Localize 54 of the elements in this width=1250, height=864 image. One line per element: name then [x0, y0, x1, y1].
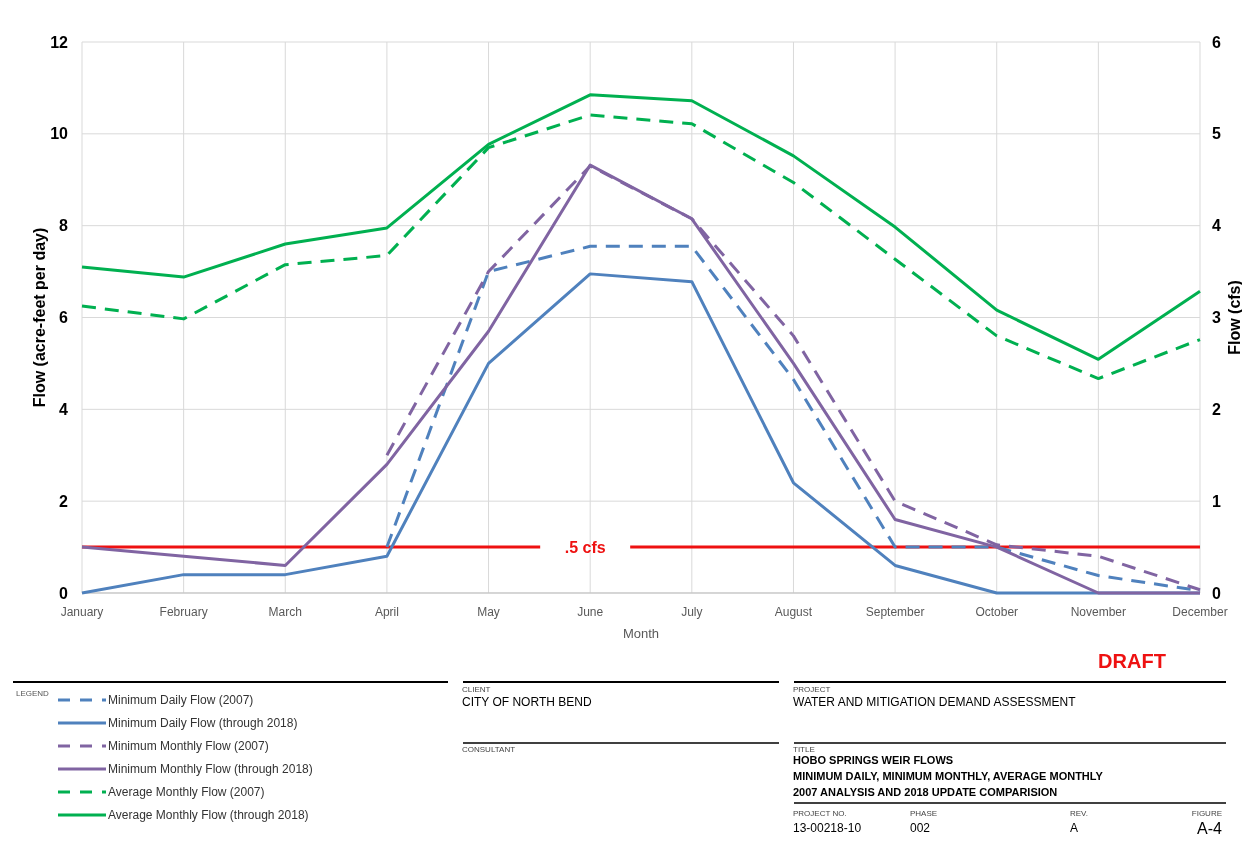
y2-tick-label: 5: [1212, 125, 1221, 143]
y-tick-label: 8: [59, 217, 69, 235]
y2-tick-label: 2: [1212, 400, 1221, 418]
text: A: [1070, 821, 1079, 835]
y2-tick-label: 0: [1212, 584, 1221, 602]
text: CLIENT: [462, 685, 491, 694]
text: HOBO SPRINGS WEIR FLOWS: [793, 754, 954, 766]
y-tick-label: 6: [59, 309, 69, 327]
x-tick-label: April: [374, 605, 399, 619]
x-tick-label: August: [774, 605, 813, 619]
text: DRAFT: [1098, 650, 1166, 672]
x-tick-label: September: [865, 605, 925, 619]
y2-tick-label: 3: [1212, 309, 1221, 327]
y-tick-label: 4: [59, 400, 69, 418]
text: MINIMUM DAILY, MINIMUM MONTHLY, AVERAGE MONTHLY: [793, 770, 1104, 782]
x-tick-label: November: [1070, 605, 1127, 619]
y2-tick-label: 4: [1212, 217, 1221, 235]
text: PROJECT: [793, 685, 831, 694]
text: TITLE: [793, 745, 815, 754]
text: PHASE: [910, 809, 938, 818]
legend-label: Average Monthly Flow (2007): [108, 785, 265, 800]
text: PROJECT NO.: [793, 809, 847, 818]
text: 2007 ANALYSIS AND 2018 UPDATE COMPARISION: [793, 786, 1058, 798]
legend-label: Minimum Monthly Flow (2007): [108, 739, 269, 754]
y-axis-title: Flow (acre-feet per day): [31, 227, 48, 408]
text: A-4: [1197, 820, 1223, 837]
legend-label: Minimum Daily Flow (through 2018): [108, 716, 298, 731]
x-axis-title: Month: [622, 626, 660, 641]
text: CITY OF NORTH BEND: [462, 695, 592, 709]
text: WATER AND MITIGATION DEMAND ASSESSMENT: [793, 695, 1077, 709]
x-tick-label: December: [1172, 605, 1228, 619]
legend-title: LEGEND: [16, 689, 50, 698]
x-tick-label: June: [577, 605, 604, 619]
ref-line-label: .5 cfs: [564, 538, 606, 556]
x-tick-label: July: [681, 605, 703, 619]
y-tick-label: 0: [59, 584, 69, 602]
text: 13-00218-10: [793, 821, 862, 835]
y-tick-label: 2: [59, 492, 69, 510]
x-tick-label: October: [975, 605, 1019, 619]
y-tick-label: 10: [50, 125, 69, 143]
y2-tick-label: 6: [1212, 33, 1221, 51]
x-tick-label: January: [60, 605, 104, 619]
text: 002: [910, 821, 931, 835]
text: FIGURE: [1191, 809, 1222, 818]
x-tick-label: March: [268, 605, 302, 619]
text: REV.: [1070, 809, 1088, 818]
x-tick-label: February: [159, 605, 208, 619]
legend-label: Minimum Monthly Flow (through 2018): [108, 762, 313, 777]
legend-label: Minimum Daily Flow (2007): [108, 693, 254, 708]
legend-label: Average Monthly Flow (through 2018): [108, 808, 309, 823]
y-tick-label: 12: [50, 33, 69, 51]
x-tick-label: May: [477, 605, 500, 619]
text: CONSULTANT: [462, 745, 516, 754]
y2-tick-label: 1: [1212, 492, 1221, 510]
